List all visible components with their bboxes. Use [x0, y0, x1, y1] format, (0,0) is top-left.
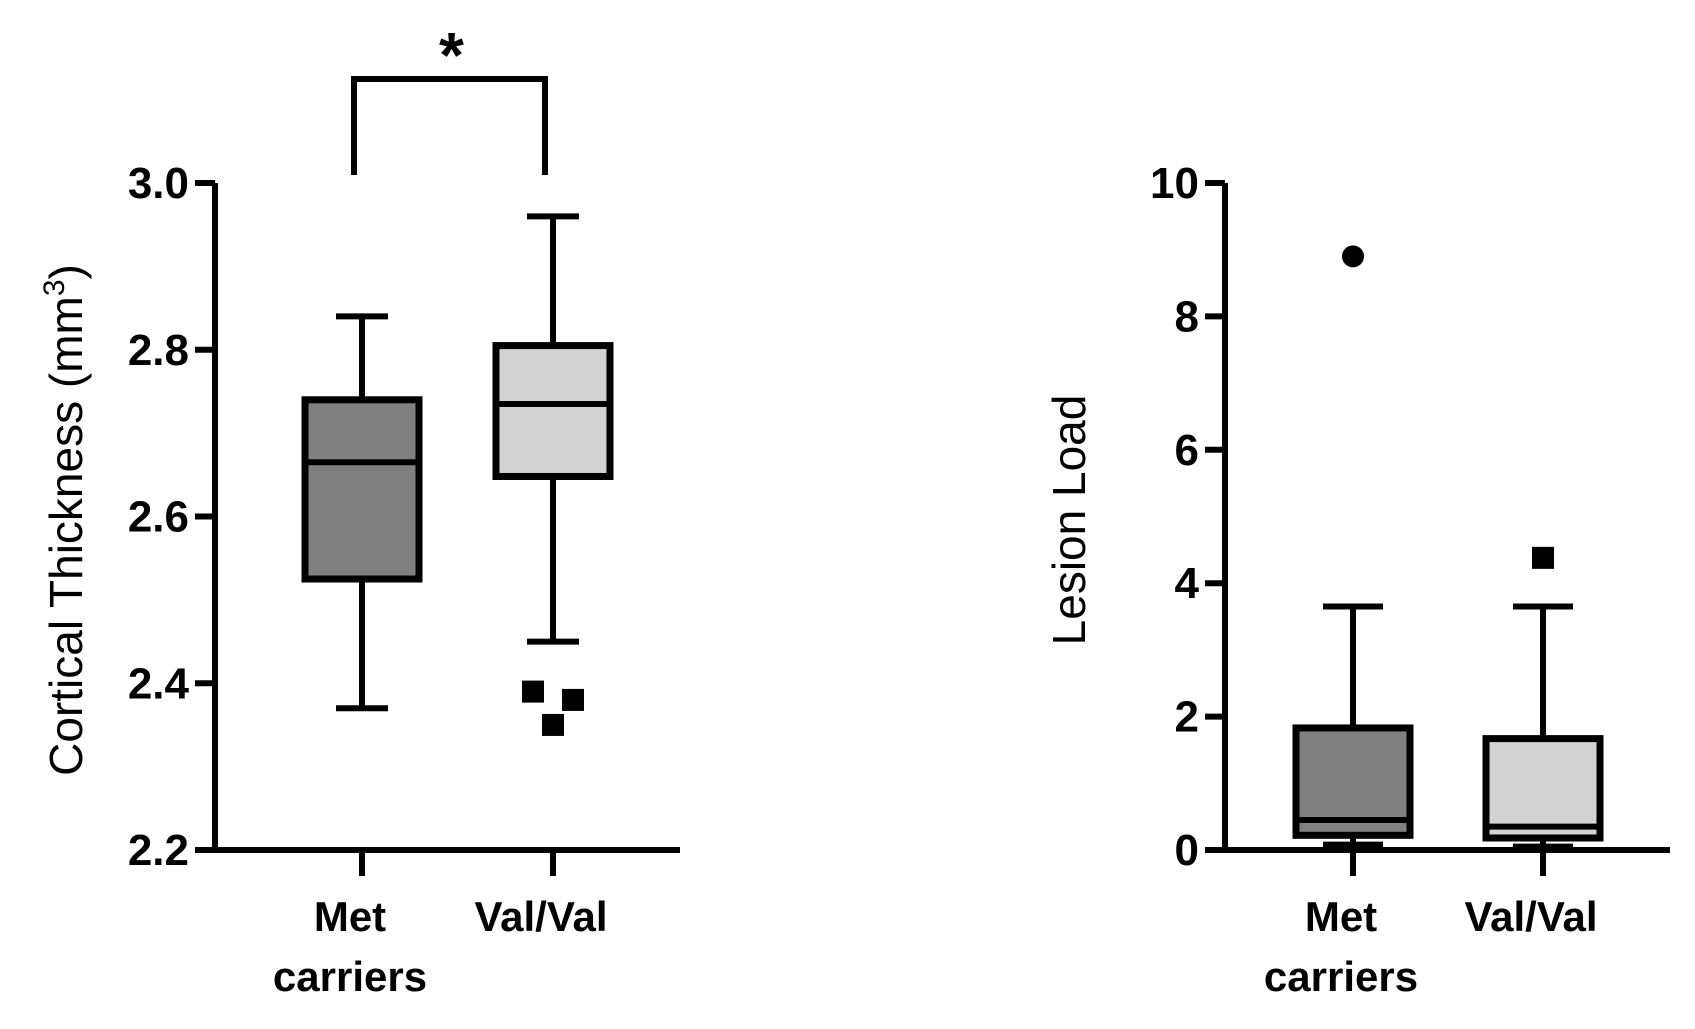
- y-tick-label: 2.8: [128, 326, 189, 375]
- y-axis-title-lesion-load: Lesion Load: [1043, 395, 1095, 646]
- lesion-load-plot-marks: 0 2 4 6 8 10 Met carriers Val/Val: [1150, 159, 1670, 1000]
- box-val-val: [492, 342, 614, 480]
- y-tick-label: 2: [1175, 693, 1199, 742]
- box-val-val: [1482, 735, 1604, 842]
- x-category-label: Met: [1305, 893, 1377, 940]
- y-tick-label: 4: [1175, 559, 1200, 608]
- y-tick-label: 2.6: [128, 493, 189, 542]
- outlier-point: [522, 680, 544, 703]
- y-axis-title-superscript: 3: [38, 279, 71, 296]
- y-tick-label: 2.2: [128, 826, 189, 875]
- y-tick-label: 0: [1175, 826, 1199, 875]
- significance-bracket: [351, 76, 548, 175]
- y-axis-title-close: ): [40, 264, 92, 279]
- x-category-label: Val/Val: [1464, 893, 1597, 940]
- y-tick-label: 8: [1175, 292, 1199, 341]
- x-category-label: Met: [314, 893, 386, 940]
- x-category-label: Val/Val: [474, 893, 607, 940]
- lesion-load-panel: 0 2 4 6 8 10 Met carriers Val/Val Lesion Load: [1043, 159, 1670, 1000]
- outlier-point: [542, 713, 564, 736]
- outlier-point: [1342, 245, 1364, 268]
- y-tick-label: 2.4: [128, 659, 190, 708]
- y-axis-title-text: Cortical Thickness (mm: [40, 296, 92, 776]
- x-category-label-line2: carriers: [1264, 953, 1418, 1000]
- y-axis-title-cortical-thickness: Cortical Thickness (mm3): [38, 264, 92, 776]
- x-category-label-line2: carriers: [273, 953, 427, 1000]
- outlier-point: [1532, 546, 1554, 569]
- outlier-point: [562, 688, 584, 711]
- cortical-thickness-panel: 2.2 2.4 2.6 2.8 3.0 Met carriers Val/Val * Corti…: [38, 19, 680, 1000]
- box-met-carriers: [301, 396, 423, 583]
- y-tick-label: 6: [1175, 426, 1199, 475]
- y-tick-label: 3.0: [128, 159, 189, 208]
- cortical-thickness-plot-marks: 2.2 2.4 2.6 2.8 3.0 Met carriers Val/Val *: [128, 19, 680, 1000]
- significance-asterisk: *: [439, 19, 464, 91]
- y-tick-label: 10: [1150, 159, 1199, 208]
